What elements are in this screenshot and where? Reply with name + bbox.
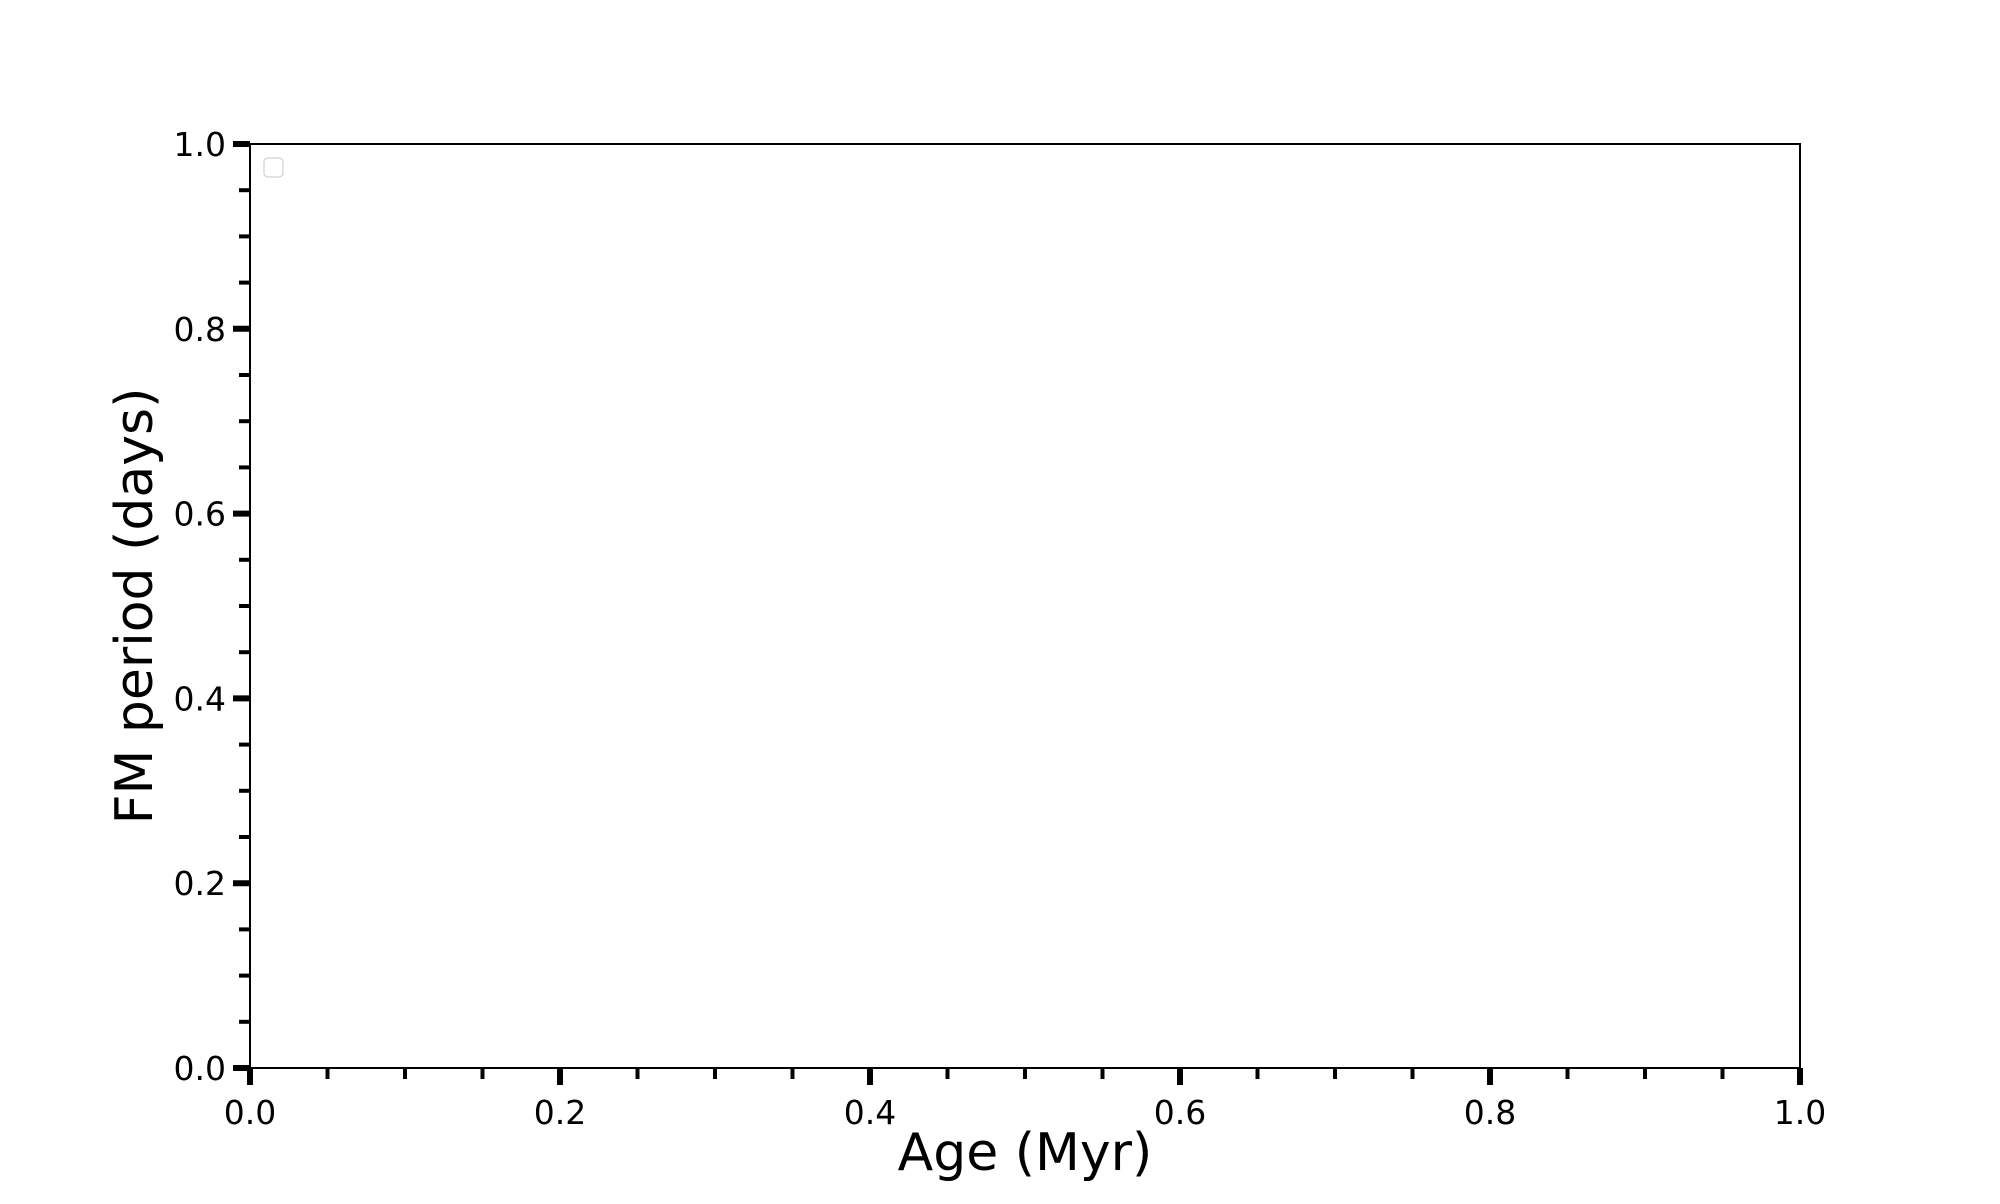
legend-box xyxy=(263,157,284,178)
x-tick-label: 0.0 xyxy=(224,1093,276,1132)
x-tick-label: 0.2 xyxy=(534,1093,586,1132)
x-axis-label: Age (Myr) xyxy=(898,1123,1153,1183)
x-tick-label: 0.4 xyxy=(844,1093,896,1132)
ticks: 0.0 0.2 0.4 0.6 0.8 1.0 0.0 0.2 0.4 0.6 0.8 1.0 xyxy=(174,125,1827,1132)
x-tick-label: 1.0 xyxy=(1774,1093,1826,1132)
y-tick-label: 0.0 xyxy=(174,1049,226,1088)
y-axis-label: FM period (days) xyxy=(105,388,165,825)
y-tick-label: 0.4 xyxy=(174,679,226,718)
plot-area xyxy=(249,143,1801,1069)
y-tick-label: 0.2 xyxy=(174,864,226,903)
y-tick-label: 0.6 xyxy=(174,495,226,534)
x-tick-label: 0.8 xyxy=(1464,1093,1516,1132)
x-tick-label: 0.6 xyxy=(1154,1093,1206,1132)
y-tick-label: 0.8 xyxy=(174,310,226,349)
y-tick-label: 1.0 xyxy=(174,125,226,164)
